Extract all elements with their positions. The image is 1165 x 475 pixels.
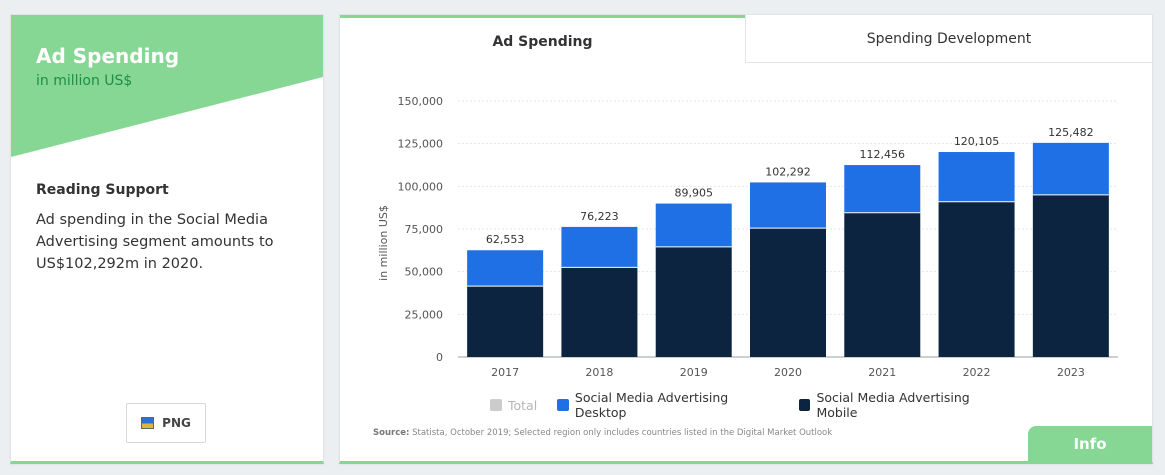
legend-swatch-total (490, 399, 502, 411)
stacked-bar-chart: 0 25,000 50,000 75,000 100,000 125,000 150,000… (377, 95, 1118, 379)
total-data-label: 89,905 (674, 187, 713, 200)
panel-subtitle: in million US$ (36, 73, 133, 89)
bars (467, 142, 1109, 357)
bar-desktop (938, 152, 1015, 202)
data-labels: 62,553 76,223 89,905 102,292 112,456 120,105 1… (486, 126, 1094, 246)
chart-card: 0 25,000 50,000 75,000 100,000 125,000 150,000… (339, 14, 1153, 464)
legend-label-total: Total (508, 397, 538, 413)
bar-desktop (561, 226, 638, 268)
source-label: Source: (373, 428, 410, 438)
bar-desktop (467, 250, 544, 287)
legend-item-desktop[interactable]: Social Media Advertising Desktop (557, 390, 779, 420)
total-data-label: 102,292 (765, 165, 811, 178)
total-data-label: 112,456 (860, 148, 906, 161)
bar-desktop (844, 165, 921, 213)
y-tick-label: 125,000 (398, 138, 444, 151)
summary-card: Ad Spending in million US$ Reading Suppo… (10, 14, 324, 464)
x-tick-label: 2023 (1057, 366, 1085, 379)
legend-swatch-desktop (557, 399, 569, 411)
y-tick-label: 75,000 (405, 223, 444, 236)
header-banner (11, 15, 323, 157)
reading-support-title: Reading Support (36, 182, 169, 198)
panel-title: Ad Spending (36, 44, 180, 68)
bar-mobile (844, 212, 921, 357)
png-button-label: PNG (162, 416, 191, 430)
y-tick-label: 0 (436, 351, 443, 364)
x-tick-label: 2022 (963, 366, 991, 379)
info-button[interactable]: Info (1028, 426, 1152, 461)
reading-support-text: Ad spending in the Social Media Advertis… (36, 212, 274, 272)
x-tick-label: 2019 (680, 366, 708, 379)
y-axis-title: in million US$ (377, 205, 390, 281)
bar-mobile (561, 267, 638, 357)
y-axis: 0 25,000 50,000 75,000 100,000 125,000 150,000… (398, 95, 1085, 379)
total-data-label: 76,223 (580, 210, 619, 223)
legend-label-mobile: Social Media Advertising Mobile (816, 390, 970, 420)
tab-spending-development[interactable]: Spending Development (745, 15, 1152, 63)
y-tick-label: 100,000 (398, 180, 444, 193)
x-tick-label: 2018 (585, 366, 613, 379)
bar-mobile (750, 228, 826, 357)
y-tick-label: 50,000 (405, 266, 444, 279)
source-text: Statista, October 2019; Selected region … (412, 428, 833, 438)
y-tick-label: 25,000 (405, 308, 444, 321)
bar-mobile (467, 286, 544, 357)
png-download-button[interactable]: PNG (126, 403, 206, 443)
x-tick-label: 2017 (491, 366, 519, 379)
legend-item-mobile[interactable]: Social Media Advertising Mobile (798, 390, 1010, 420)
tab-ad-spending[interactable]: Ad Spending (340, 15, 745, 65)
bar-desktop (655, 203, 732, 247)
chart-legend: Total Social Media Advertising Desktop S… (490, 390, 1010, 420)
bar-mobile (938, 201, 1015, 357)
source-note: Source: Statista, October 2019; Selected… (373, 428, 832, 438)
legend-swatch-mobile (798, 399, 811, 411)
bar-mobile (655, 246, 732, 357)
image-icon (141, 417, 155, 429)
legend-item-total[interactable]: Total (490, 398, 537, 413)
x-tick-label: 2020 (774, 366, 802, 379)
total-data-label: 62,553 (486, 233, 524, 246)
total-data-label: 120,105 (954, 135, 1000, 148)
legend-label-desktop: Social Media Advertising Desktop (574, 390, 729, 420)
bar-mobile (1032, 194, 1109, 357)
bar-desktop (1032, 142, 1109, 195)
x-tick-label: 2021 (868, 366, 896, 379)
bar-desktop (750, 182, 826, 229)
total-data-label: 125,482 (1048, 126, 1094, 139)
y-tick-label: 150,000 (398, 95, 444, 108)
